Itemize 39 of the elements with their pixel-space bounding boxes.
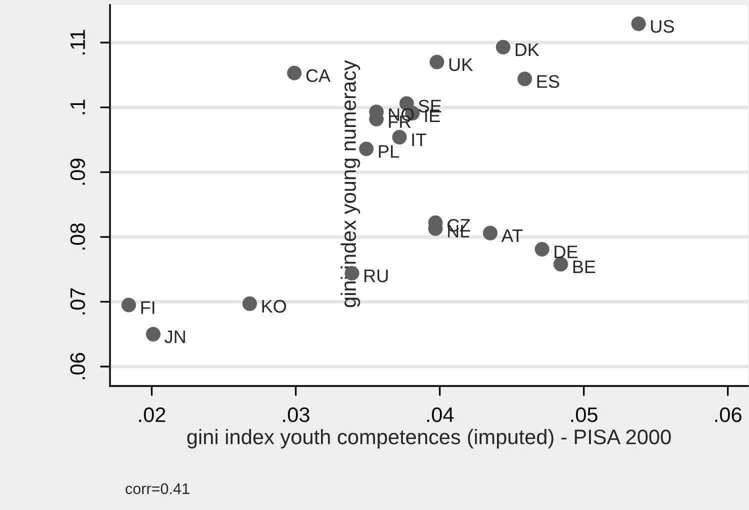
annotation: ES [537, 75, 560, 88]
point [430, 54, 444, 70]
point [496, 40, 510, 54]
y-tick-label: .11 [70, 30, 85, 54]
point [359, 142, 374, 156]
point [121, 298, 136, 312]
annotation: US [651, 20, 674, 33]
point [146, 326, 160, 342]
x-axis-title: gini index youth competences (imputed) - PISA 2000 [187, 429, 671, 448]
text: corr=0.41 [126, 483, 190, 494]
point [242, 296, 257, 311]
point [517, 72, 532, 86]
y-tick-label: .09 [70, 158, 86, 185]
annotation: IT [412, 134, 426, 146]
annotation: CA [306, 69, 330, 82]
annotation: RU [364, 270, 388, 282]
annotation: KO [262, 300, 286, 313]
annotation: UK [449, 58, 473, 72]
annotation: PL [378, 145, 399, 158]
x-tick-label: .04 [427, 407, 454, 422]
annotation: FI [141, 301, 154, 314]
x-tick-label: .05 [571, 407, 598, 422]
y-tick-label: .08 [70, 223, 86, 250]
point [482, 226, 498, 240]
point [392, 130, 407, 144]
annotation: AT [501, 229, 523, 242]
y-tick-label: .1 [70, 100, 85, 114]
y-tick-label: .06 [70, 352, 86, 380]
annotation: JN [164, 330, 185, 344]
point [631, 16, 646, 32]
annotation: DK [516, 44, 540, 56]
point [534, 242, 550, 257]
point [287, 66, 302, 80]
x-tick-label: .03 [283, 407, 310, 422]
annotation: DE [554, 246, 578, 258]
annotation: BE [573, 260, 596, 274]
x-tick-label: .06 [715, 407, 742, 422]
y-tick-label: .07 [70, 288, 86, 314]
x-tick-label: .02 [139, 407, 166, 422]
